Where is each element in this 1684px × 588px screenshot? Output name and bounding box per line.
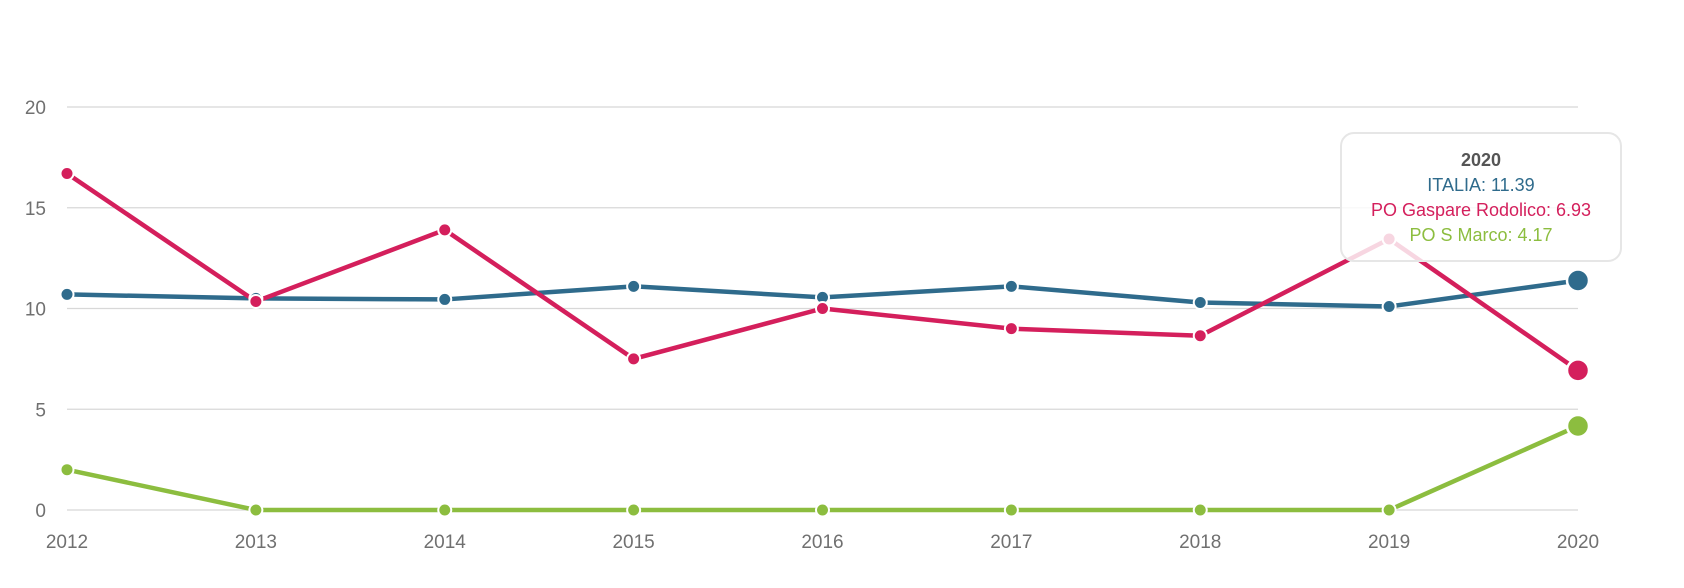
tooltip-row-italia: ITALIA: 11.39 [1427, 175, 1535, 195]
x-tick-label: 2014 [424, 532, 467, 553]
data-point-po-s-marco[interactable] [815, 502, 830, 518]
tooltip-title: 2020 [1460, 150, 1502, 170]
data-point-po-gaspare-rodolico[interactable] [626, 351, 642, 367]
tooltip-row-po-gaspare-rodolico: PO Gaspare Rodolico: 6.93 [1370, 200, 1592, 220]
data-point-po-gaspare-rodolico[interactable] [1192, 328, 1208, 344]
data-point-po-gaspare-rodolico[interactable] [59, 165, 75, 181]
y-tick-label: 15 [25, 199, 46, 220]
x-tick-label: 2018 [1179, 532, 1221, 553]
data-point-po-s-marco[interactable] [1565, 413, 1591, 439]
x-tick-label: 2012 [46, 532, 88, 553]
data-point-po-gaspare-rodolico[interactable] [815, 301, 830, 316]
data-point-po-gaspare-rodolico[interactable] [248, 293, 264, 309]
data-point-po-s-marco[interactable] [59, 462, 75, 478]
data-point-italia[interactable] [1192, 294, 1208, 310]
x-tick-label: 2020 [1557, 532, 1599, 553]
axis-layer: 0 5 10 15 20 2012 2013 2014 2015 2016 2017 2018 2019… [25, 98, 1599, 553]
data-point-italia[interactable] [626, 278, 642, 294]
data-point-po-s-marco[interactable] [1192, 502, 1208, 518]
x-tick-label: 2013 [235, 532, 277, 553]
data-point-italia[interactable] [1003, 278, 1019, 294]
x-tick-label: 2015 [612, 532, 654, 553]
data-point-po-gaspare-rodolico[interactable] [1565, 358, 1591, 383]
tooltip: 2020 ITALIA: 11.39 PO Gaspare Rodolico: … [1340, 132, 1622, 262]
series-line-po-s-marco [64, 423, 1581, 513]
x-tick-label: 2017 [990, 532, 1032, 553]
data-point-po-gaspare-rodolico[interactable] [437, 222, 453, 238]
data-point-po-s-marco[interactable] [437, 502, 453, 518]
marker-layer [59, 165, 1591, 518]
data-point-po-s-marco[interactable] [1003, 502, 1019, 518]
x-tick-label: 2016 [801, 532, 843, 553]
data-point-po-s-marco[interactable] [248, 502, 264, 518]
data-point-italia[interactable] [437, 291, 453, 307]
y-tick-label: 10 [25, 300, 46, 321]
data-point-italia[interactable] [59, 286, 75, 302]
data-point-po-gaspare-rodolico[interactable] [1003, 321, 1019, 337]
data-point-po-s-marco[interactable] [626, 502, 642, 518]
data-point-italia[interactable] [1381, 298, 1397, 314]
data-point-italia[interactable] [1565, 268, 1591, 293]
x-tick-label: 2019 [1368, 532, 1410, 553]
y-tick-label: 5 [35, 400, 46, 421]
data-point-po-s-marco[interactable] [1381, 502, 1397, 518]
tooltip-row-po-s-marco: PO S Marco: 4.17 [1409, 225, 1553, 245]
y-tick-label: 20 [25, 98, 46, 119]
y-tick-label: 0 [35, 501, 46, 522]
